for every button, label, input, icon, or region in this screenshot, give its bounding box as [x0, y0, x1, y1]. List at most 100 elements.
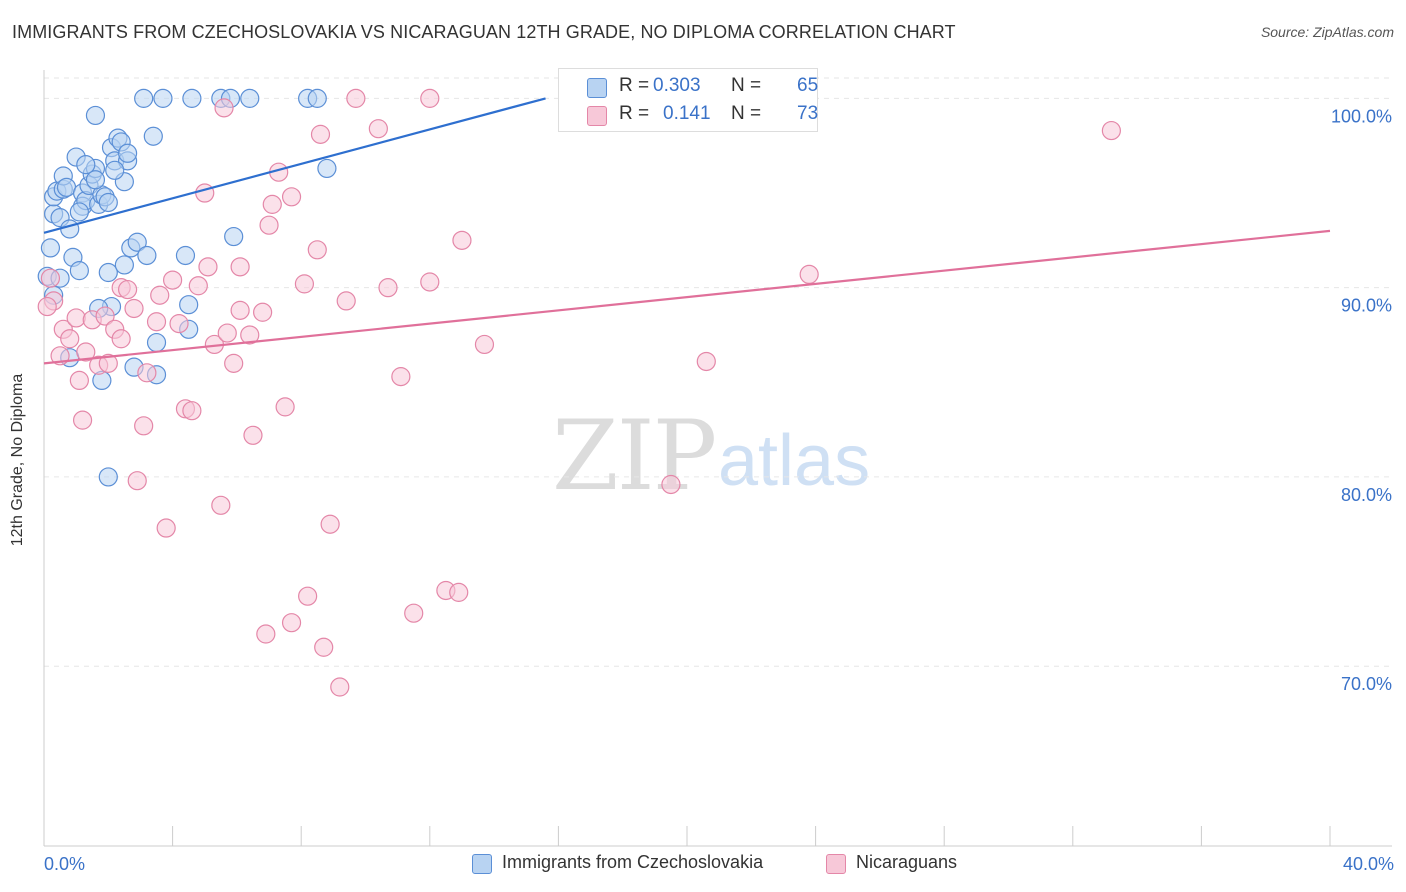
data-point-blue [127, 232, 147, 252]
data-point-pink [60, 329, 80, 349]
data-point-pink [195, 183, 215, 203]
legend-r-label: R = [619, 103, 650, 124]
data-point-pink [259, 215, 279, 235]
y-tick-label: 100.0% [1331, 106, 1392, 126]
data-point-pink [307, 240, 327, 260]
trend-line-blue [43, 97, 546, 234]
data-point-blue [69, 202, 89, 222]
data-point-pink [391, 367, 411, 387]
data-point-blue [143, 126, 163, 146]
data-point-pink [124, 298, 144, 319]
data-point-blue [105, 160, 125, 180]
data-point-pink [117, 279, 138, 300]
watermark-zip: ZIP [552, 400, 717, 512]
data-point-pink [230, 257, 250, 277]
data-point-pink [224, 353, 244, 373]
data-point-pink [420, 88, 440, 108]
data-point-pink [156, 518, 176, 538]
data-point-blue [175, 245, 196, 266]
x-tick-label-left: 0.0% [44, 854, 85, 874]
data-point-pink [69, 370, 89, 390]
data-point-blue [137, 245, 157, 266]
data-point-blue [98, 262, 118, 283]
data-point-pink [420, 272, 440, 292]
data-point-pink [696, 351, 716, 372]
data-point-pink [404, 603, 424, 623]
data-point-pink [474, 334, 495, 355]
data-point-blue [98, 467, 118, 487]
data-point-pink [243, 425, 263, 445]
data-point-pink [214, 98, 234, 118]
data-point-pink [281, 187, 302, 207]
data-point-blue [134, 88, 154, 108]
bottom-legend-label-blue: Immigrants from Czechoslovakia [502, 852, 764, 872]
data-point-pink [95, 306, 115, 326]
data-point-blue [40, 238, 61, 258]
data-point-blue [85, 105, 106, 126]
data-point-pink [37, 296, 57, 317]
y-tick-label: 80.0% [1341, 485, 1392, 505]
data-point-pink [198, 257, 218, 277]
data-point-blue [182, 88, 202, 108]
data-point-pink [294, 274, 315, 294]
data-point-blue [179, 295, 199, 315]
data-point-blue [60, 219, 80, 239]
data-point-pink [275, 397, 295, 417]
data-point-blue [240, 88, 260, 108]
data-point-pink [368, 119, 388, 139]
data-point-pink [76, 342, 96, 362]
data-point-pink [378, 278, 398, 298]
data-point-pink [169, 314, 189, 334]
data-point-blue [317, 158, 337, 179]
data-point-pink [137, 363, 157, 383]
data-point-pink [330, 677, 350, 697]
legend-n-value-pink: 73 [797, 103, 819, 124]
legend-swatch-blue [587, 78, 607, 98]
data-point-blue [56, 177, 77, 197]
data-point-pink [240, 325, 260, 345]
data-point-pink [134, 416, 154, 436]
y-tick-label: 70.0% [1341, 674, 1392, 694]
data-point-pink [127, 471, 147, 491]
data-point-blue [307, 88, 327, 108]
data-point-blue [117, 143, 138, 163]
data-point-blue [85, 170, 106, 190]
data-point-pink [314, 637, 334, 657]
data-point-pink [111, 329, 131, 349]
data-point-pink [182, 401, 202, 421]
data-point-pink [230, 300, 250, 320]
data-point-pink [72, 410, 93, 430]
data-point-pink [449, 582, 469, 602]
data-point-pink [661, 474, 681, 495]
data-point-pink [799, 264, 819, 285]
data-point-pink [40, 268, 61, 288]
data-point-blue [69, 261, 89, 281]
chart-title: IMMIGRANTS FROM CZECHOSLOVAKIA VS NICARA… [12, 22, 956, 42]
data-point-blue [114, 255, 134, 275]
data-point-blue [76, 155, 96, 175]
data-point-pink [298, 586, 318, 606]
data-point-pink [256, 624, 276, 644]
bottom-legend-label-pink: Nicaraguans [856, 852, 958, 872]
legend-n-value-blue: 65 [797, 75, 819, 96]
data-point-pink [281, 613, 302, 633]
data-point-blue [224, 226, 244, 247]
trend-line-pink [43, 229, 1331, 365]
data-point-pink [98, 353, 118, 373]
data-point-pink [66, 308, 86, 328]
correlation-legend: R = 0.303 N = 65 R = 0.141 N = 73 [558, 68, 818, 132]
legend-swatch-pink [587, 106, 607, 126]
bottom-legend-swatch-blue [472, 854, 492, 874]
data-point-pink [320, 514, 340, 534]
data-point-pink [346, 88, 366, 108]
data-point-blue [98, 192, 118, 213]
data-point-blue [153, 88, 173, 108]
data-point-pink [163, 270, 183, 290]
data-point-pink [310, 124, 331, 144]
data-point-pink [188, 276, 208, 296]
data-point-pink [262, 194, 282, 214]
data-point-blue [146, 332, 167, 353]
data-point-pink [452, 230, 472, 250]
data-point-pink [150, 285, 170, 305]
